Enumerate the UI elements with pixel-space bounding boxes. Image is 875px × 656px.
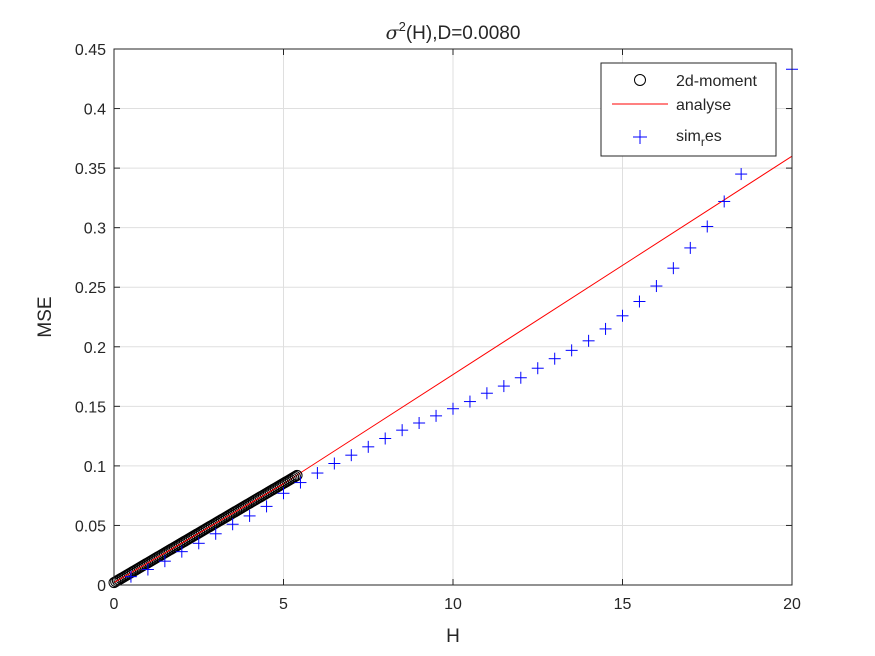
sim-point (124, 570, 137, 583)
x-tick-label: 15 (614, 596, 632, 613)
sim-point (430, 409, 443, 422)
sim-point (463, 395, 476, 408)
sim-point (684, 241, 697, 254)
y-tick-label: 0.35 (75, 161, 106, 178)
sim-point (141, 563, 154, 576)
y-tick-label: 0.15 (75, 399, 106, 416)
y-tick-label: 0.25 (75, 280, 106, 297)
y-tick-label: 0.2 (84, 340, 106, 357)
title-symbol: σ (386, 22, 400, 44)
sim-res-series (124, 63, 798, 583)
x-axis-label: H (446, 626, 460, 647)
sim-point (328, 457, 341, 470)
y-tick-label: 0.1 (84, 459, 106, 476)
sim-point (260, 500, 273, 513)
chart-title: σ2(H),D=0.0080 (386, 19, 521, 44)
sim-point (548, 352, 561, 365)
sim-point (735, 168, 748, 181)
x-tick-label: 10 (444, 596, 462, 613)
x-tick-label: 0 (110, 596, 119, 613)
moment-point (291, 469, 303, 481)
y-tick-label: 0.05 (75, 518, 106, 535)
legend: 2d-moment analyse simres (600, 62, 777, 157)
sim-point (718, 195, 731, 208)
title-rest: (H),D=0.0080 (406, 23, 521, 44)
sim-point (379, 432, 392, 445)
tick-marks (113, 48, 793, 586)
legend-sim-label: simres (676, 128, 722, 149)
sim-point (311, 467, 324, 480)
sim-point (413, 417, 426, 430)
sim-point (514, 371, 527, 384)
sim-point (497, 380, 510, 393)
legend-sim-base: sim (676, 128, 701, 145)
y-tick-label: 0.3 (84, 221, 106, 238)
y-tick-labels: 0 0.05 0.1 0.15 0.2 0.25 0.3 0.35 0.4 0.45 (75, 42, 106, 595)
sim-point (701, 220, 714, 233)
sim-point (362, 440, 375, 453)
sim-point (396, 424, 409, 437)
y-tick-label: 0.4 (84, 102, 106, 119)
sim-point (294, 476, 307, 489)
sim-point (158, 555, 171, 568)
legend-moment-label: 2d-moment (676, 73, 757, 90)
sim-point (599, 322, 612, 335)
sim-point (531, 362, 544, 375)
title-superscript: 2 (399, 19, 406, 34)
sim-point (226, 518, 239, 531)
y-tick-label: 0 (97, 578, 106, 595)
legend-moment-marker (634, 74, 646, 86)
legend-sim-marker (633, 130, 647, 144)
legend-box (600, 62, 777, 157)
sim-point (209, 527, 222, 540)
sim-point (277, 487, 290, 500)
sim-point (480, 387, 493, 400)
sim-point (192, 537, 205, 550)
sim-point (633, 295, 646, 308)
moment-point (289, 470, 301, 482)
x-tick-label: 5 (279, 596, 288, 613)
sim-point (345, 449, 358, 462)
sim-point (175, 545, 188, 558)
sim-point (447, 402, 459, 415)
legend-sim-subscript: r (701, 135, 705, 149)
sim-point (565, 344, 578, 357)
x-tick-labels: 0 5 10 15 20 (110, 596, 801, 613)
x-tick-label: 20 (783, 596, 801, 613)
sim-point (650, 280, 663, 293)
y-tick-label: 0.45 (75, 42, 106, 59)
sim-point (582, 334, 595, 347)
sim-point (616, 309, 629, 322)
analyse-line-overlay (113, 483, 284, 584)
legend-analyse-label: analyse (676, 97, 731, 114)
y-axis-label: MSE (35, 296, 56, 337)
sim-point (667, 262, 680, 275)
sim-point (243, 509, 256, 522)
legend-sim-rest: es (705, 128, 722, 145)
